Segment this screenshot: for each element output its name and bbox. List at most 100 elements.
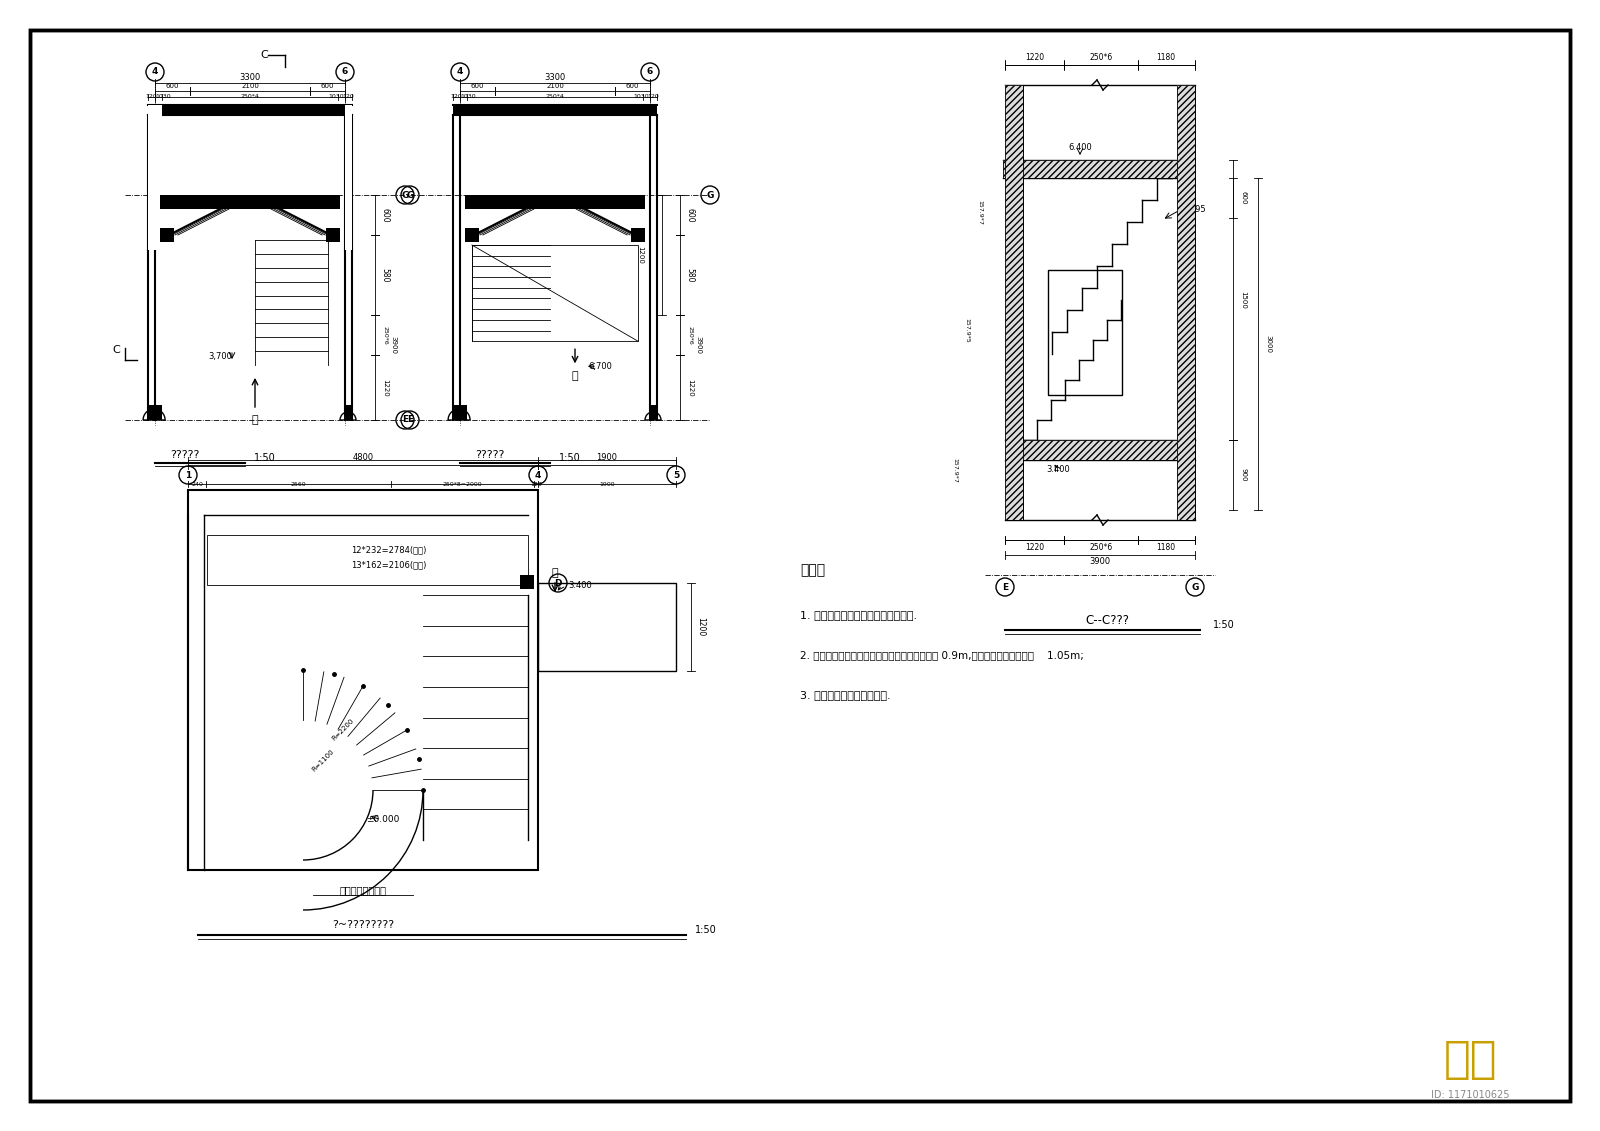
Text: 1:50: 1:50 — [558, 454, 581, 463]
Text: C--C???: C--C??? — [1085, 613, 1130, 627]
Bar — [326, 228, 341, 242]
Text: 1:50: 1:50 — [694, 925, 717, 935]
Bar — [1005, 85, 1022, 520]
Text: 120: 120 — [530, 482, 542, 486]
Bar — [206, 535, 528, 585]
Text: 600: 600 — [322, 83, 334, 89]
Text: ±0.000: ±0.000 — [366, 815, 400, 824]
Text: 1030: 1030 — [328, 95, 344, 100]
Text: D: D — [554, 578, 562, 587]
Text: G: G — [706, 190, 714, 199]
Text: 13*162=2106(楼数): 13*162=2106(楼数) — [350, 561, 426, 570]
Bar — [538, 582, 675, 671]
Text: 1500: 1500 — [1240, 291, 1246, 309]
Text: 250*6: 250*6 — [1090, 543, 1112, 552]
Text: 250*6: 250*6 — [688, 326, 693, 344]
Text: 2560: 2560 — [291, 482, 306, 486]
Bar — [160, 195, 341, 209]
Text: 3,700: 3,700 — [208, 352, 232, 361]
Text: G: G — [406, 190, 414, 199]
Text: 2100: 2100 — [546, 83, 563, 89]
Text: 12*232=2784(伸步): 12*232=2784(伸步) — [350, 545, 426, 554]
Text: 1220: 1220 — [686, 379, 693, 396]
Text: 1220: 1220 — [382, 379, 387, 396]
Text: 1:50: 1:50 — [254, 454, 275, 463]
Text: G: G — [1192, 582, 1198, 592]
Text: 1030: 1030 — [461, 95, 477, 100]
Bar — [520, 575, 534, 589]
Text: ?????: ????? — [475, 450, 504, 460]
Bar — [466, 228, 478, 242]
Text: 1220: 1220 — [1026, 543, 1045, 552]
Text: C: C — [112, 345, 120, 355]
Text: 4: 4 — [458, 68, 462, 77]
Text: 600: 600 — [626, 83, 640, 89]
Text: 下: 下 — [571, 371, 578, 381]
Text: 1220: 1220 — [1026, 53, 1045, 62]
Text: 2100: 2100 — [242, 83, 259, 89]
Text: 上: 上 — [251, 415, 258, 425]
Text: 580: 580 — [381, 268, 389, 283]
Text: 1. 一楼到二楼为木楼梯，由业主自理.: 1. 一楼到二楼为木楼梯，由业主自理. — [800, 610, 917, 620]
Bar — [1003, 159, 1178, 178]
Text: 说明：: 说明： — [800, 563, 826, 577]
Text: 1030: 1030 — [155, 95, 171, 100]
Text: 120: 120 — [648, 95, 659, 100]
Bar — [1005, 440, 1195, 460]
Text: 120: 120 — [146, 95, 157, 100]
Bar — [189, 490, 538, 870]
Text: 知末: 知末 — [1443, 1038, 1496, 1081]
Bar — [453, 105, 658, 115]
Text: 6: 6 — [646, 68, 653, 77]
Text: 3.400: 3.400 — [1046, 466, 1070, 475]
Text: R=1100: R=1100 — [310, 748, 336, 772]
Bar — [1178, 85, 1195, 520]
Bar — [1005, 440, 1195, 460]
Text: 1:50: 1:50 — [1213, 620, 1235, 630]
Text: 120: 120 — [451, 95, 462, 100]
Text: ?~????????: ?~???????? — [331, 920, 394, 930]
Text: E: E — [1002, 582, 1008, 592]
Text: G: G — [402, 190, 408, 199]
Text: 1900: 1900 — [597, 454, 618, 463]
Bar — [1048, 270, 1122, 395]
Bar — [149, 405, 162, 420]
Text: 6,700: 6,700 — [589, 362, 611, 371]
Text: 木楼梯由用户自理: 木楼梯由用户自理 — [339, 884, 387, 895]
Bar — [149, 105, 352, 115]
Bar — [1005, 85, 1022, 520]
Bar — [346, 105, 352, 250]
Text: 157.9*5: 157.9*5 — [965, 318, 970, 343]
Text: 250*6: 250*6 — [1090, 53, 1112, 62]
Text: 1200: 1200 — [696, 618, 706, 637]
Text: 157.9*7: 157.9*7 — [978, 199, 982, 224]
Text: 250*4: 250*4 — [240, 95, 259, 100]
Text: R=2200: R=2200 — [331, 718, 355, 742]
Text: E: E — [402, 415, 408, 424]
Text: 250*6: 250*6 — [382, 326, 387, 344]
Text: 3900: 3900 — [1090, 558, 1110, 567]
Text: 3300: 3300 — [240, 72, 261, 81]
Text: 6: 6 — [342, 68, 349, 77]
Text: 600: 600 — [1240, 191, 1246, 205]
Text: 120: 120 — [342, 95, 354, 100]
Bar — [472, 245, 638, 342]
Text: 1030: 1030 — [634, 95, 650, 100]
Text: 3000: 3000 — [1266, 335, 1270, 353]
Bar — [1005, 85, 1022, 520]
Text: C: C — [259, 50, 267, 60]
Text: 600: 600 — [165, 83, 179, 89]
Text: 4800: 4800 — [352, 454, 373, 463]
Text: E: E — [406, 415, 413, 424]
Bar — [1005, 440, 1195, 460]
Text: 下: 下 — [552, 568, 558, 578]
Text: ID: 1171010625: ID: 1171010625 — [1430, 1090, 1509, 1100]
Text: ?????: ????? — [170, 450, 200, 460]
Text: 240: 240 — [190, 482, 203, 486]
Text: 3300: 3300 — [544, 72, 566, 81]
Text: 1200: 1200 — [637, 247, 643, 264]
Text: 600: 600 — [381, 208, 389, 223]
Text: 250*4: 250*4 — [546, 95, 565, 100]
Bar — [630, 228, 645, 242]
Text: 1180: 1180 — [1157, 543, 1176, 552]
